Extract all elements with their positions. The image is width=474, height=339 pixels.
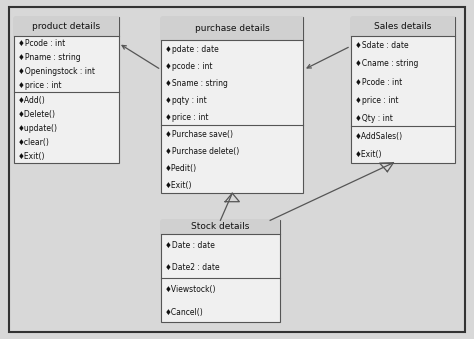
Text: product details: product details bbox=[32, 22, 100, 31]
Bar bbox=[14, 17, 118, 163]
Bar bbox=[161, 220, 280, 322]
Text: ♦Purchase delete(): ♦Purchase delete() bbox=[165, 147, 239, 156]
Text: ♦price : int: ♦price : int bbox=[165, 113, 209, 122]
Text: ♦price : int: ♦price : int bbox=[18, 81, 62, 91]
Text: ♦Pcode : int: ♦Pcode : int bbox=[355, 78, 402, 86]
Text: Stock details: Stock details bbox=[191, 222, 250, 232]
Text: ♦Purchase save(): ♦Purchase save() bbox=[165, 130, 233, 139]
Text: ♦AddSales(): ♦AddSales() bbox=[355, 132, 403, 141]
Text: ♦Date : date: ♦Date : date bbox=[165, 241, 215, 250]
Text: ♦Pedit(): ♦Pedit() bbox=[165, 164, 197, 173]
Bar bbox=[161, 220, 280, 234]
Bar bbox=[14, 17, 118, 36]
Text: ♦Exit(): ♦Exit() bbox=[18, 152, 46, 161]
Text: ♦Qty : int: ♦Qty : int bbox=[355, 114, 392, 123]
Text: ♦Exit(): ♦Exit() bbox=[355, 150, 382, 159]
Text: ♦Pname : string: ♦Pname : string bbox=[18, 53, 81, 62]
Text: ♦Delete(): ♦Delete() bbox=[18, 109, 56, 119]
Bar bbox=[351, 17, 455, 163]
Text: ♦update(): ♦update() bbox=[18, 124, 58, 133]
Text: ♦pqty : int: ♦pqty : int bbox=[165, 96, 207, 105]
Text: ♦Viewstock(): ♦Viewstock() bbox=[165, 285, 217, 295]
Text: ♦Pcode : int: ♦Pcode : int bbox=[18, 39, 65, 48]
Text: ♦Openingstock : int: ♦Openingstock : int bbox=[18, 67, 95, 76]
Bar bbox=[351, 17, 455, 36]
Text: ♦price : int: ♦price : int bbox=[355, 96, 398, 105]
Text: ♦Exit(): ♦Exit() bbox=[165, 181, 192, 190]
Text: Sales details: Sales details bbox=[374, 22, 432, 31]
Text: ♦Sname : string: ♦Sname : string bbox=[165, 79, 228, 88]
Text: ♦clear(): ♦clear() bbox=[18, 138, 50, 147]
Text: ♦Add(): ♦Add() bbox=[18, 96, 46, 104]
Text: ♦Cname : string: ♦Cname : string bbox=[355, 59, 418, 68]
Text: ♦pcode : int: ♦pcode : int bbox=[165, 62, 212, 71]
Bar bbox=[161, 17, 303, 40]
Bar bbox=[161, 17, 303, 193]
Text: purchase details: purchase details bbox=[195, 24, 270, 33]
Text: ♦pdate : date: ♦pdate : date bbox=[165, 45, 219, 54]
Text: ♦Sdate : date: ♦Sdate : date bbox=[355, 41, 408, 51]
Text: ♦Cancel(): ♦Cancel() bbox=[165, 307, 204, 317]
Text: ♦Date2 : date: ♦Date2 : date bbox=[165, 263, 219, 272]
